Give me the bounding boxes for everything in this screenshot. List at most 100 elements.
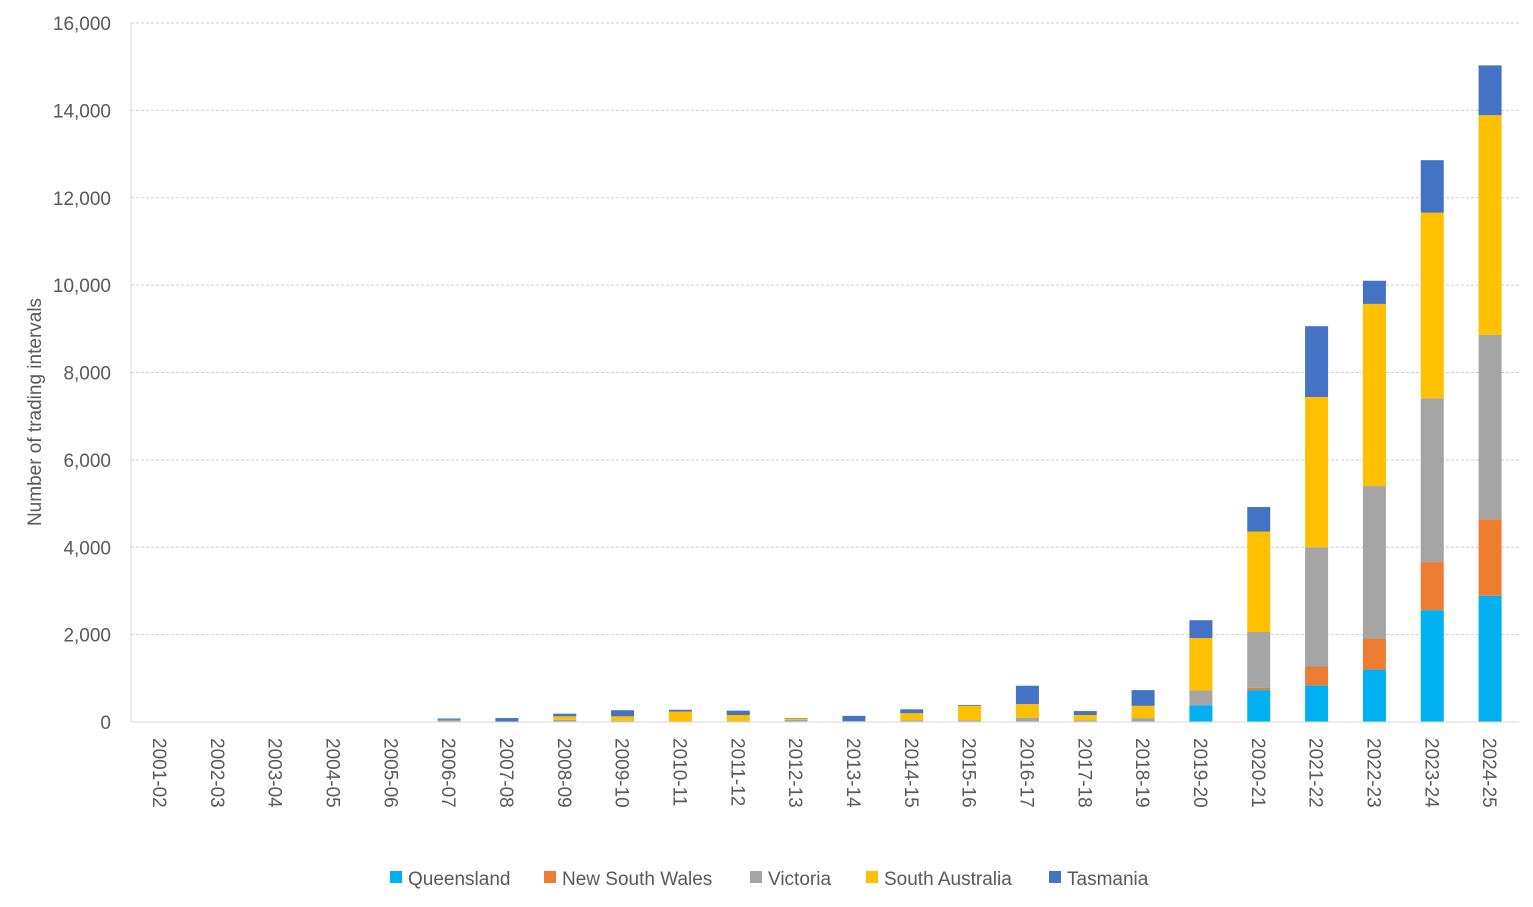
x-tick-label: 2007-08 <box>495 738 516 808</box>
x-tick-label: 2021-22 <box>1305 738 1326 808</box>
bar-segment <box>1247 532 1270 632</box>
bar-segment <box>842 716 865 721</box>
legend: Queensland New South Wales Victoria South A… <box>390 869 1149 890</box>
bar-segment <box>1479 519 1502 595</box>
bar-segment <box>1479 596 1502 722</box>
y-tick-label: 10,000 <box>53 276 111 297</box>
legend-swatch <box>544 871 556 883</box>
bar-segment <box>1016 686 1039 704</box>
bar-segment <box>1189 638 1212 690</box>
bar-segment <box>1363 486 1386 639</box>
x-tick-label: 2013-14 <box>842 738 863 808</box>
legend-swatch <box>390 871 402 883</box>
bars <box>148 65 1501 722</box>
bar-segment <box>1074 715 1097 720</box>
bar-segment <box>1363 639 1386 670</box>
y-tick-label: 8,000 <box>63 364 111 385</box>
bar-segment <box>1305 326 1328 397</box>
x-tick-label: 2022-23 <box>1362 738 1383 808</box>
x-tick-label: 2009-10 <box>611 738 632 808</box>
bar-segment <box>553 716 576 719</box>
bar-segment <box>669 712 692 722</box>
y-tick-label: 2,000 <box>63 626 111 647</box>
legend-label: Tasmania <box>1067 869 1149 890</box>
x-tick-label: 2004-05 <box>321 738 342 808</box>
bar-segment <box>669 710 692 712</box>
bar-segment <box>958 705 981 706</box>
legend-label: Victoria <box>768 869 831 890</box>
y-tick-label: 6,000 <box>63 451 111 472</box>
bar-segment <box>1189 691 1212 706</box>
y-tick-label: 16,000 <box>53 14 111 35</box>
bar-segment <box>611 716 634 720</box>
bar-segment <box>1247 507 1270 531</box>
x-tick-label: 2024-25 <box>1478 738 1499 808</box>
x-tick-label: 2014-15 <box>900 738 921 808</box>
bar-segment <box>1363 670 1386 722</box>
bar-segment <box>1421 398 1444 562</box>
bar-segment <box>727 711 750 715</box>
bar-segment <box>1074 711 1097 715</box>
x-tick-label: 2017-18 <box>1073 738 1094 808</box>
bar-segment <box>1247 632 1270 688</box>
bar-segment <box>900 713 923 720</box>
bar-segment <box>1132 690 1155 706</box>
x-tick-label: 2005-06 <box>379 738 400 808</box>
y-tick-label: 0 <box>100 713 111 734</box>
x-tick-label: 2011-12 <box>726 738 747 806</box>
x-tick-label: 2006-07 <box>437 738 458 808</box>
y-axis-ticks: 02,0004,0006,0008,00010,00012,00014,0001… <box>53 14 111 734</box>
bar-segment <box>611 710 634 716</box>
x-tick-label: 2015-16 <box>958 738 979 808</box>
bar-segment <box>900 709 923 713</box>
bar-segment <box>1189 620 1212 638</box>
bar-segment <box>1479 115 1502 335</box>
x-tick-label: 2019-20 <box>1189 738 1210 808</box>
legend-label: South Australia <box>884 869 1012 890</box>
x-tick-label: 2001-02 <box>148 738 169 808</box>
x-tick-label: 2008-09 <box>553 738 574 808</box>
bar-segment <box>1479 335 1502 519</box>
legend-swatch <box>866 871 878 883</box>
x-tick-label: 2016-17 <box>1015 738 1036 808</box>
bar-segment <box>1305 397 1328 547</box>
bar-segment <box>1421 160 1444 212</box>
legend-swatch <box>750 871 762 883</box>
bar-segment <box>438 719 461 720</box>
x-tick-label: 2012-13 <box>784 738 805 808</box>
y-tick-label: 4,000 <box>63 538 111 559</box>
bar-segment <box>1363 304 1386 486</box>
bar-segment <box>1421 562 1444 610</box>
bar-segment <box>1132 706 1155 718</box>
bar-segment <box>958 706 981 720</box>
y-axis-title: Number of trading intervals <box>25 298 46 526</box>
legend-label: Queensland <box>408 869 510 890</box>
x-tick-label: 2002-03 <box>206 738 227 808</box>
y-tick-label: 12,000 <box>53 189 111 210</box>
bar-segment <box>495 718 518 722</box>
x-tick-label: 2020-21 <box>1247 738 1268 808</box>
bar-segment <box>785 719 808 720</box>
bar-segment <box>727 715 750 721</box>
bar-segment <box>1305 667 1328 686</box>
bar-segment <box>1421 610 1444 722</box>
x-tick-label: 2010-11 <box>668 738 689 806</box>
legend-label: New South Wales <box>562 869 712 890</box>
x-axis-ticks: 2001-02 2002-03 2003-04 2004-05 2005-06 2006-… <box>148 738 1499 808</box>
bar-segment <box>1016 704 1039 718</box>
x-tick-label: 2018-19 <box>1131 738 1152 808</box>
bar-segment <box>1363 281 1386 304</box>
bar-segment <box>1479 65 1502 115</box>
legend-swatch <box>1049 871 1061 883</box>
bar-segment <box>1305 547 1328 666</box>
bar-segment <box>1421 213 1444 399</box>
x-tick-label: 2023-24 <box>1420 738 1441 808</box>
x-tick-label: 2003-04 <box>264 738 285 808</box>
bar-segment <box>1016 718 1039 722</box>
bar-segment <box>1189 705 1212 722</box>
bar-segment <box>1247 688 1270 690</box>
bar-segment <box>1305 685 1328 722</box>
bar-segment <box>1247 690 1270 722</box>
